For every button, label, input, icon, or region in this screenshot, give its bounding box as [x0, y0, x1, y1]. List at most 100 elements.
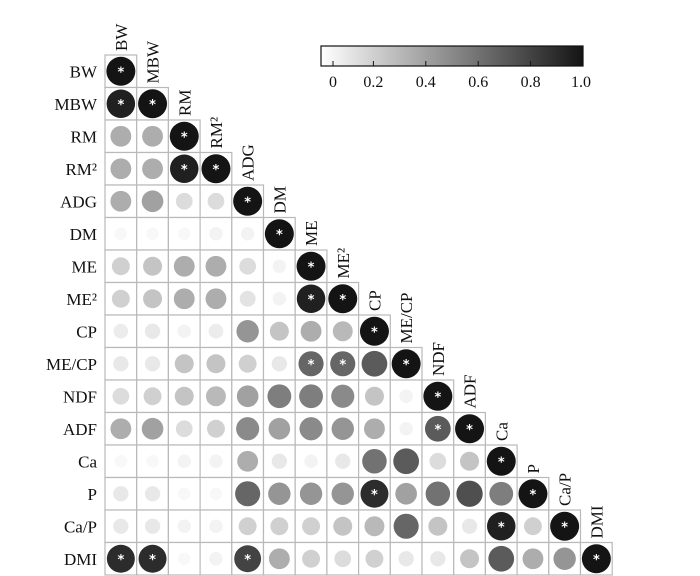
correlation-circle	[398, 551, 414, 567]
row-label: P	[88, 485, 97, 504]
correlation-circle	[205, 386, 226, 407]
significance-star: *	[434, 423, 441, 438]
correlation-circle	[488, 545, 515, 572]
correlation-circle	[209, 519, 223, 533]
correlation-circle	[268, 482, 291, 505]
correlation-circle	[144, 323, 161, 339]
correlation-circle	[234, 545, 262, 573]
significance-star: *	[593, 553, 600, 568]
variable-labels: BW BW MBW MBW RM RM RM² RM² ADG ADG DM DM ME ME ME² ME²…	[46, 23, 606, 569]
correlation-circle	[333, 516, 353, 536]
correlation-circle	[332, 321, 353, 342]
correlation-circle	[461, 518, 478, 534]
correlation-circle	[144, 356, 161, 372]
column-label: Ca/P	[556, 473, 575, 506]
significance-star: *	[244, 553, 251, 568]
correlation-circle	[177, 324, 191, 338]
correlation-circle	[298, 351, 324, 377]
row-label: ME	[72, 257, 98, 276]
correlation-circle	[209, 552, 223, 566]
correlation-circle	[428, 516, 448, 536]
significance-star: *	[466, 423, 473, 438]
significance-star: *	[181, 130, 188, 145]
correlation-circle	[177, 519, 191, 533]
correlation-circle	[399, 389, 413, 403]
column-label: ME/CP	[397, 292, 416, 343]
correlation-circle	[268, 417, 291, 440]
correlation-circle	[144, 486, 161, 502]
correlation-circle	[113, 323, 129, 339]
correlation-circle	[208, 323, 224, 339]
correlation-circle	[331, 384, 355, 408]
correlation-circle	[110, 125, 132, 147]
correlation-circle	[455, 414, 485, 444]
colorbar-gradient	[320, 45, 584, 67]
correlation-circle	[235, 481, 261, 507]
correlation-circle	[178, 487, 191, 500]
correlation-circle	[141, 190, 164, 213]
correlation-circle	[143, 256, 163, 276]
row-label: ME/CP	[46, 355, 97, 374]
correlation-circle	[331, 482, 354, 505]
row-label: RM²	[65, 160, 97, 179]
colorbar-ticks: 0 0.2 0.4 0.6 0.8 1.0	[329, 61, 591, 91]
correlation-circle	[173, 288, 195, 310]
correlation-circle	[201, 154, 231, 184]
correlation-circle	[106, 89, 136, 118]
correlation-circle	[138, 544, 167, 573]
correlation-circle	[395, 482, 417, 505]
correlation-circle	[113, 486, 129, 502]
correlation-circle	[106, 544, 135, 573]
correlation-circle	[114, 227, 128, 240]
colorbar-tick-label: 1.0	[571, 74, 591, 91]
correlation-circle	[143, 387, 162, 406]
correlation-circle	[268, 548, 290, 570]
significance-star: *	[339, 293, 346, 308]
significance-star: *	[371, 488, 378, 503]
correlation-circle	[207, 192, 225, 210]
significance-star: *	[498, 455, 505, 470]
significance-star: *	[149, 98, 156, 113]
row-label: BW	[70, 62, 98, 81]
matrix-cell	[104, 249, 138, 284]
correlation-circle	[365, 549, 384, 568]
column-label: MBW	[144, 40, 163, 83]
correlation-circle	[272, 259, 287, 273]
correlation-circle	[489, 481, 514, 506]
significance-star: *	[308, 260, 315, 275]
correlation-circle	[486, 446, 516, 476]
correlation-circle	[238, 517, 257, 536]
correlation-circle	[487, 512, 516, 541]
colorbar-tick-label: 0.6	[468, 74, 488, 91]
correlation-circle	[143, 289, 163, 309]
row-label: DM	[70, 225, 97, 244]
correlation-circle	[142, 125, 163, 147]
correlation-circle	[110, 158, 132, 180]
correlation-circle	[238, 354, 257, 373]
correlation-circle	[236, 385, 259, 408]
correlation-circle	[209, 487, 223, 500]
significance-star: *	[117, 98, 124, 113]
column-label: DM	[270, 186, 289, 213]
correlation-circle	[267, 384, 292, 409]
correlation-circle	[113, 356, 129, 372]
correlation-circle	[170, 154, 199, 183]
correlation-circle	[522, 548, 544, 570]
correlation-circle	[177, 454, 191, 468]
correlation-circle	[460, 549, 480, 569]
colorbar-tick-label: 0	[329, 74, 337, 91]
correlation-circle	[430, 551, 446, 567]
correlation-circle	[269, 321, 289, 341]
correlation-circle	[523, 517, 542, 536]
column-label: DMI	[587, 505, 606, 538]
correlation-circle	[425, 481, 451, 506]
correlation-circle	[112, 387, 130, 405]
correlation-circle	[175, 192, 193, 210]
significance-star: *	[530, 488, 537, 503]
significance-star: *	[117, 65, 124, 80]
correlation-circle	[553, 547, 576, 570]
significance-star: *	[403, 358, 410, 373]
correlation-circle	[361, 350, 388, 377]
correlation-circle	[393, 513, 419, 539]
column-label: RM	[175, 90, 194, 116]
